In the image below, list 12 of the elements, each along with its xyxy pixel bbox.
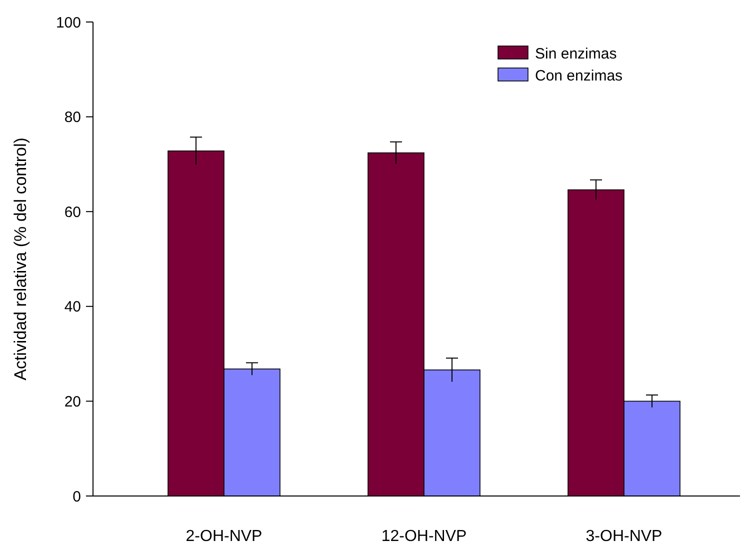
x-tick-label: 2-OH-NVP: [186, 528, 262, 545]
legend-label: Sin enzimas: [535, 45, 617, 62]
y-tick-label: 40: [64, 298, 81, 316]
y-tick-label: 80: [64, 109, 81, 126]
y-axis-title: Actividad relativa (% del control): [11, 138, 30, 380]
y-tick-label: 20: [64, 393, 81, 410]
y-tick-label: 100: [56, 14, 81, 32]
y-tick-label: 0: [72, 488, 81, 506]
x-tick-label: 12-OH-NVP: [381, 528, 467, 545]
legend-label: Con enzimas: [535, 67, 623, 84]
y-tick-label: 60: [64, 204, 81, 221]
x-tick-label: 3-OH-NVP: [586, 528, 662, 545]
